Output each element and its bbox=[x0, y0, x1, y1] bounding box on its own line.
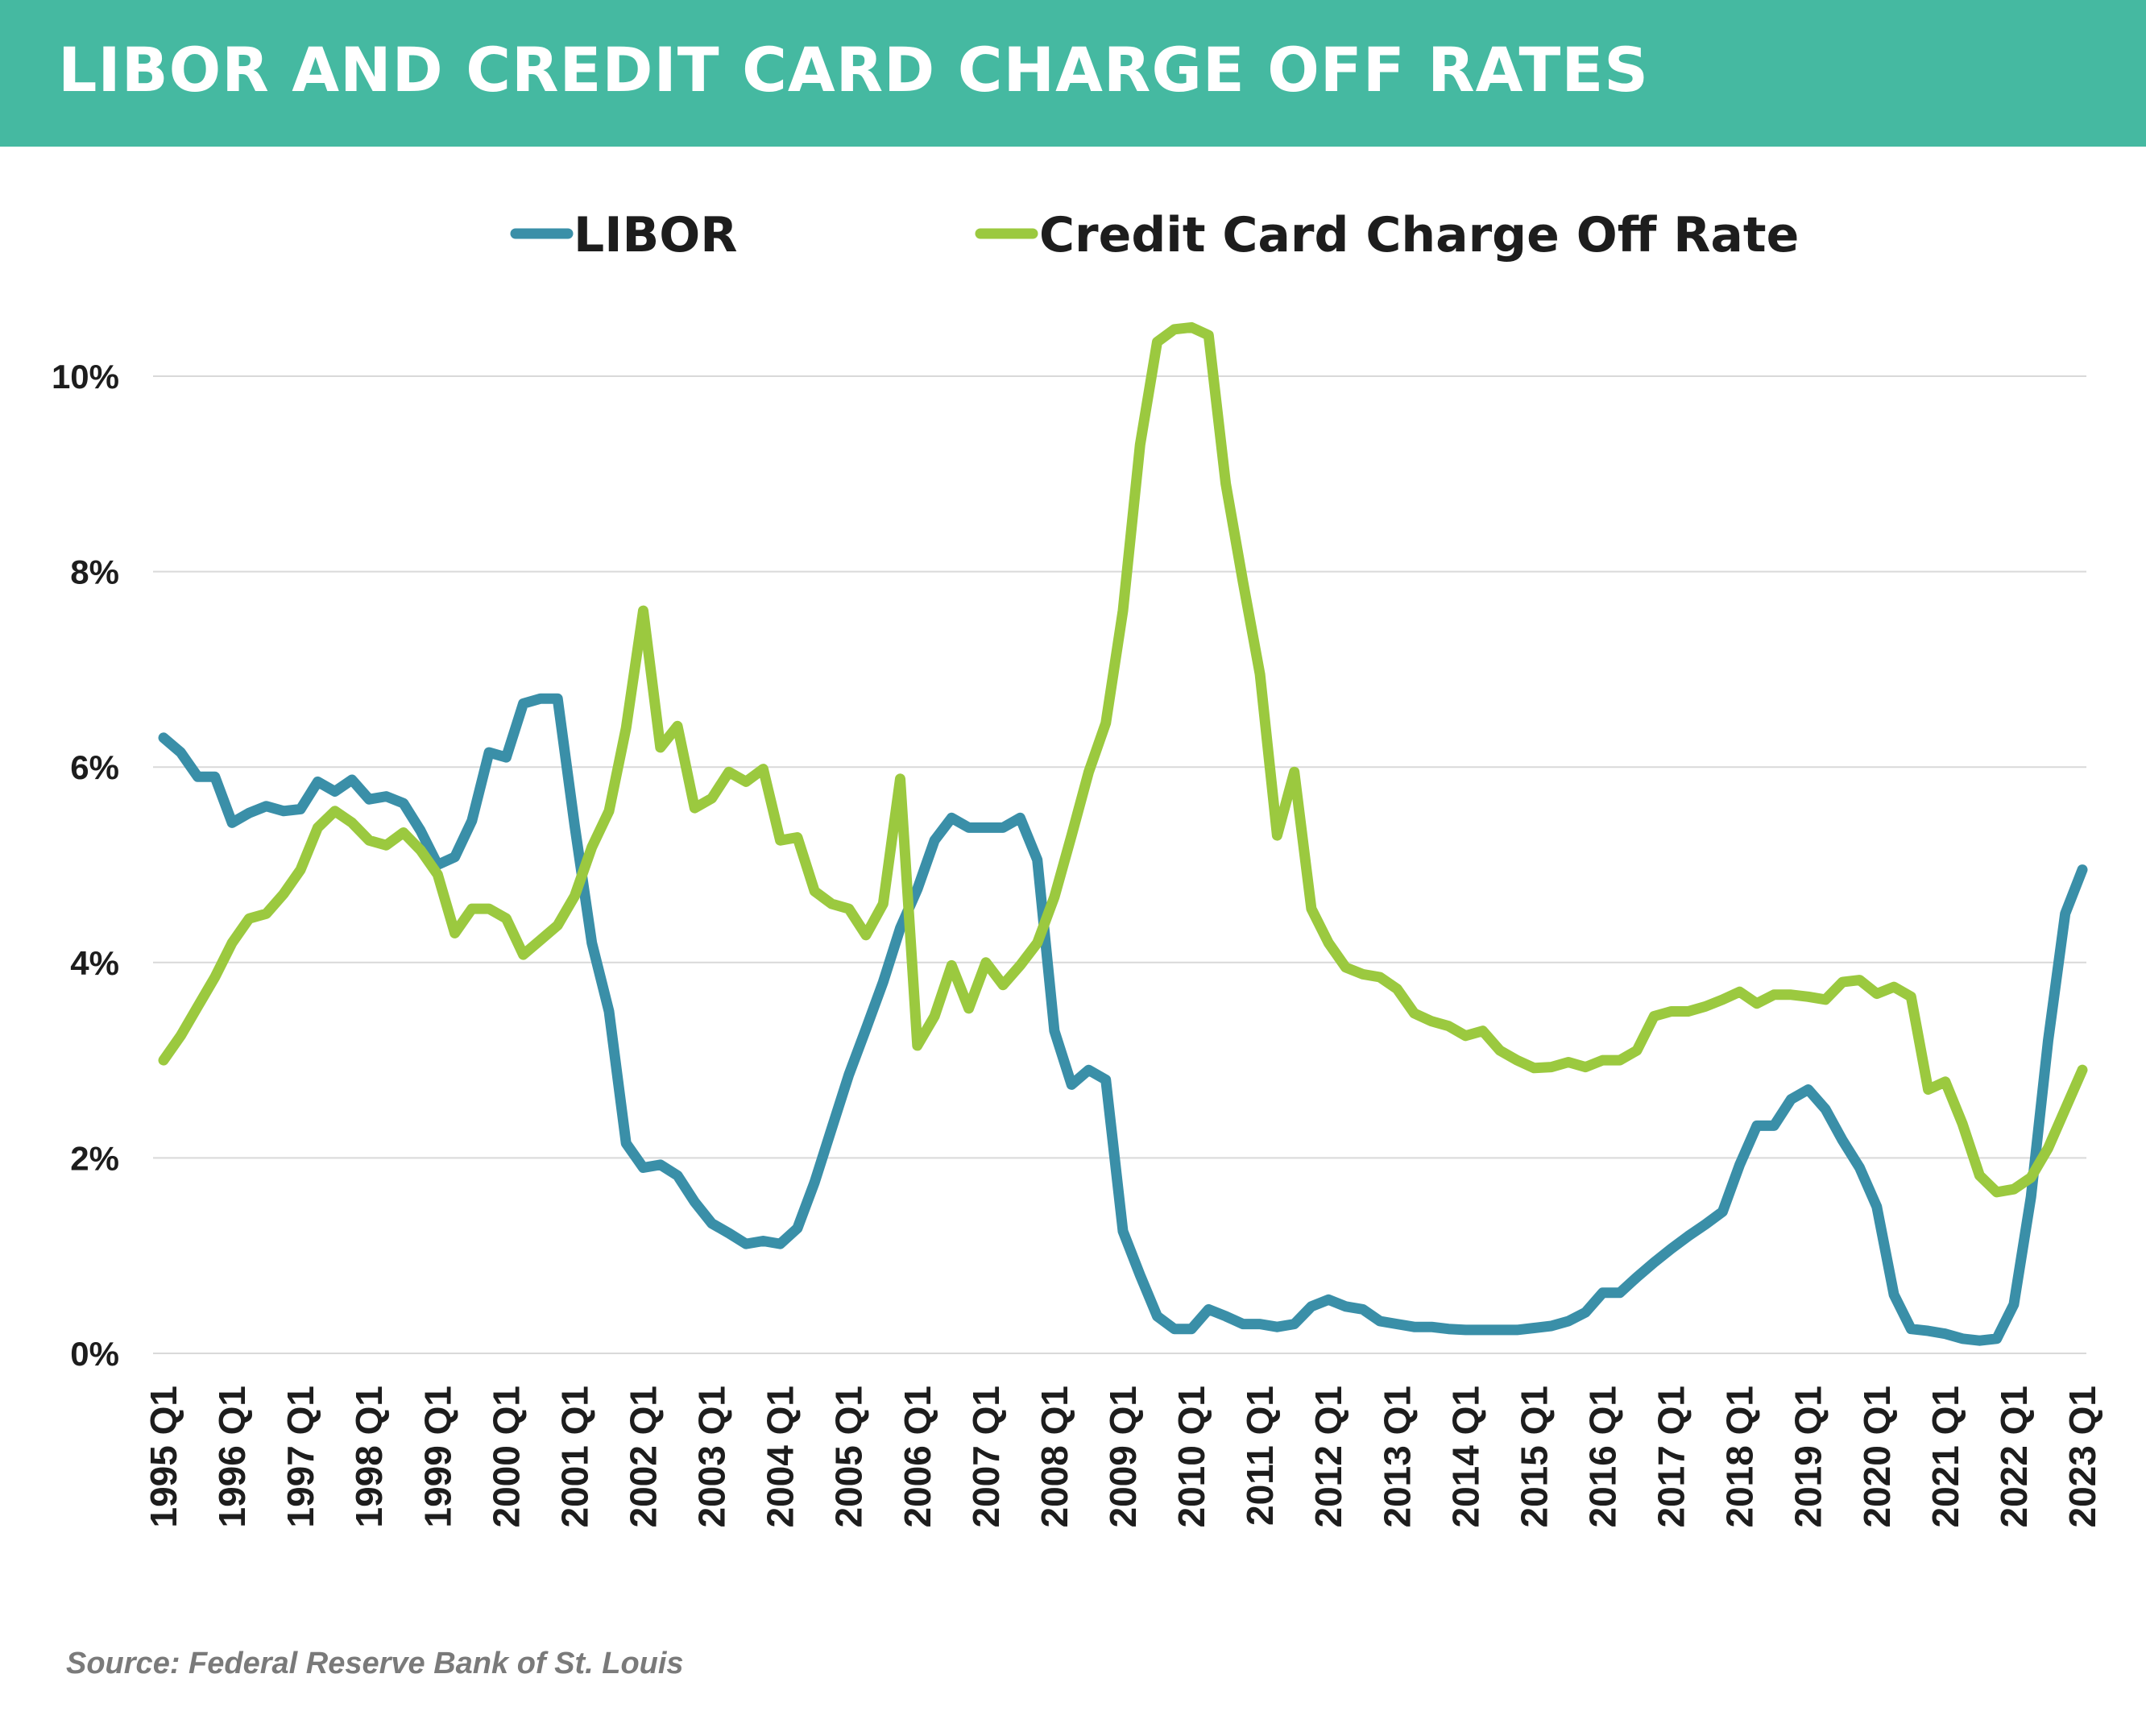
x-tick-label: 2011 Q1 bbox=[1239, 1386, 1281, 1526]
x-tick-label: 2019 Q1 bbox=[1788, 1386, 1829, 1527]
y-tick-label: 2% bbox=[70, 1139, 119, 1177]
gridlines bbox=[153, 375, 2086, 1354]
series-line-credit-card-charge-off-rate bbox=[158, 321, 2088, 1198]
x-tick-label: 2014 Q1 bbox=[1444, 1386, 1486, 1527]
x-tick-label: 1998 Q1 bbox=[348, 1386, 390, 1527]
x-tick-label: 2020 Q1 bbox=[1856, 1386, 1898, 1527]
y-axis-ticks: 0% 2% 4% 6% 8% 10% bbox=[52, 358, 119, 1373]
y-tick-label: 4% bbox=[70, 944, 119, 982]
title-bar: LIBOR AND CREDIT CARD CHARGE OFF RATES bbox=[0, 0, 2146, 147]
chart-title: LIBOR AND CREDIT CARD CHARGE OFF RATES bbox=[58, 34, 1650, 106]
y-tick-label: 10% bbox=[52, 358, 119, 396]
x-tick-label: 2007 Q1 bbox=[965, 1386, 1007, 1527]
legend-label: LIBOR bbox=[574, 207, 738, 263]
series-lines bbox=[158, 321, 2088, 1346]
x-tick-label: 2008 Q1 bbox=[1034, 1386, 1075, 1527]
x-tick-label: 2018 Q1 bbox=[1719, 1386, 1761, 1527]
x-tick-label: 2016 Q1 bbox=[1582, 1386, 1624, 1527]
y-tick-label: 0% bbox=[70, 1335, 119, 1373]
x-tick-label: 2012 Q1 bbox=[1307, 1386, 1349, 1527]
x-tick-label: 1997 Q1 bbox=[280, 1386, 321, 1527]
x-tick-label: 2002 Q1 bbox=[623, 1386, 665, 1527]
series-line-libor bbox=[158, 693, 2088, 1346]
y-tick-label: 6% bbox=[70, 748, 119, 786]
y-tick-label: 8% bbox=[70, 553, 119, 591]
x-tick-label: 2022 Q1 bbox=[1993, 1386, 2035, 1527]
x-tick-label: 2010 Q1 bbox=[1170, 1386, 1212, 1527]
x-tick-label: 1996 Q1 bbox=[211, 1386, 253, 1527]
x-tick-label: 2017 Q1 bbox=[1651, 1386, 1692, 1527]
x-tick-label: 2013 Q1 bbox=[1376, 1386, 1418, 1527]
legend: LIBOR Credit Card Charge Off Rate bbox=[510, 207, 1799, 263]
x-tick-label: 2015 Q1 bbox=[1513, 1386, 1555, 1527]
x-tick-label: 2005 Q1 bbox=[828, 1386, 870, 1527]
x-tick-label: 2009 Q1 bbox=[1102, 1386, 1144, 1527]
x-tick-label: 2003 Q1 bbox=[691, 1386, 733, 1527]
x-tick-label: 2000 Q1 bbox=[485, 1386, 527, 1527]
x-tick-label: 2001 Q1 bbox=[553, 1386, 595, 1527]
x-tick-label: 2006 Q1 bbox=[897, 1386, 938, 1527]
x-axis-ticks: 1995 Q1 1996 Q1 1997 Q1 1998 Q1 1999 Q1 2000 … bbox=[143, 1386, 2103, 1527]
x-tick-label: 2021 Q1 bbox=[1924, 1386, 1966, 1527]
x-tick-label: 1995 Q1 bbox=[143, 1386, 184, 1527]
x-tick-label: 1999 Q1 bbox=[416, 1386, 458, 1527]
x-tick-label: 2004 Q1 bbox=[760, 1386, 802, 1527]
x-tick-label: 2023 Q1 bbox=[2061, 1386, 2103, 1527]
source-note: Source: Federal Reserve Bank of St. Loui… bbox=[66, 1647, 684, 1680]
legend-label: Credit Card Charge Off Rate bbox=[1039, 207, 1799, 263]
